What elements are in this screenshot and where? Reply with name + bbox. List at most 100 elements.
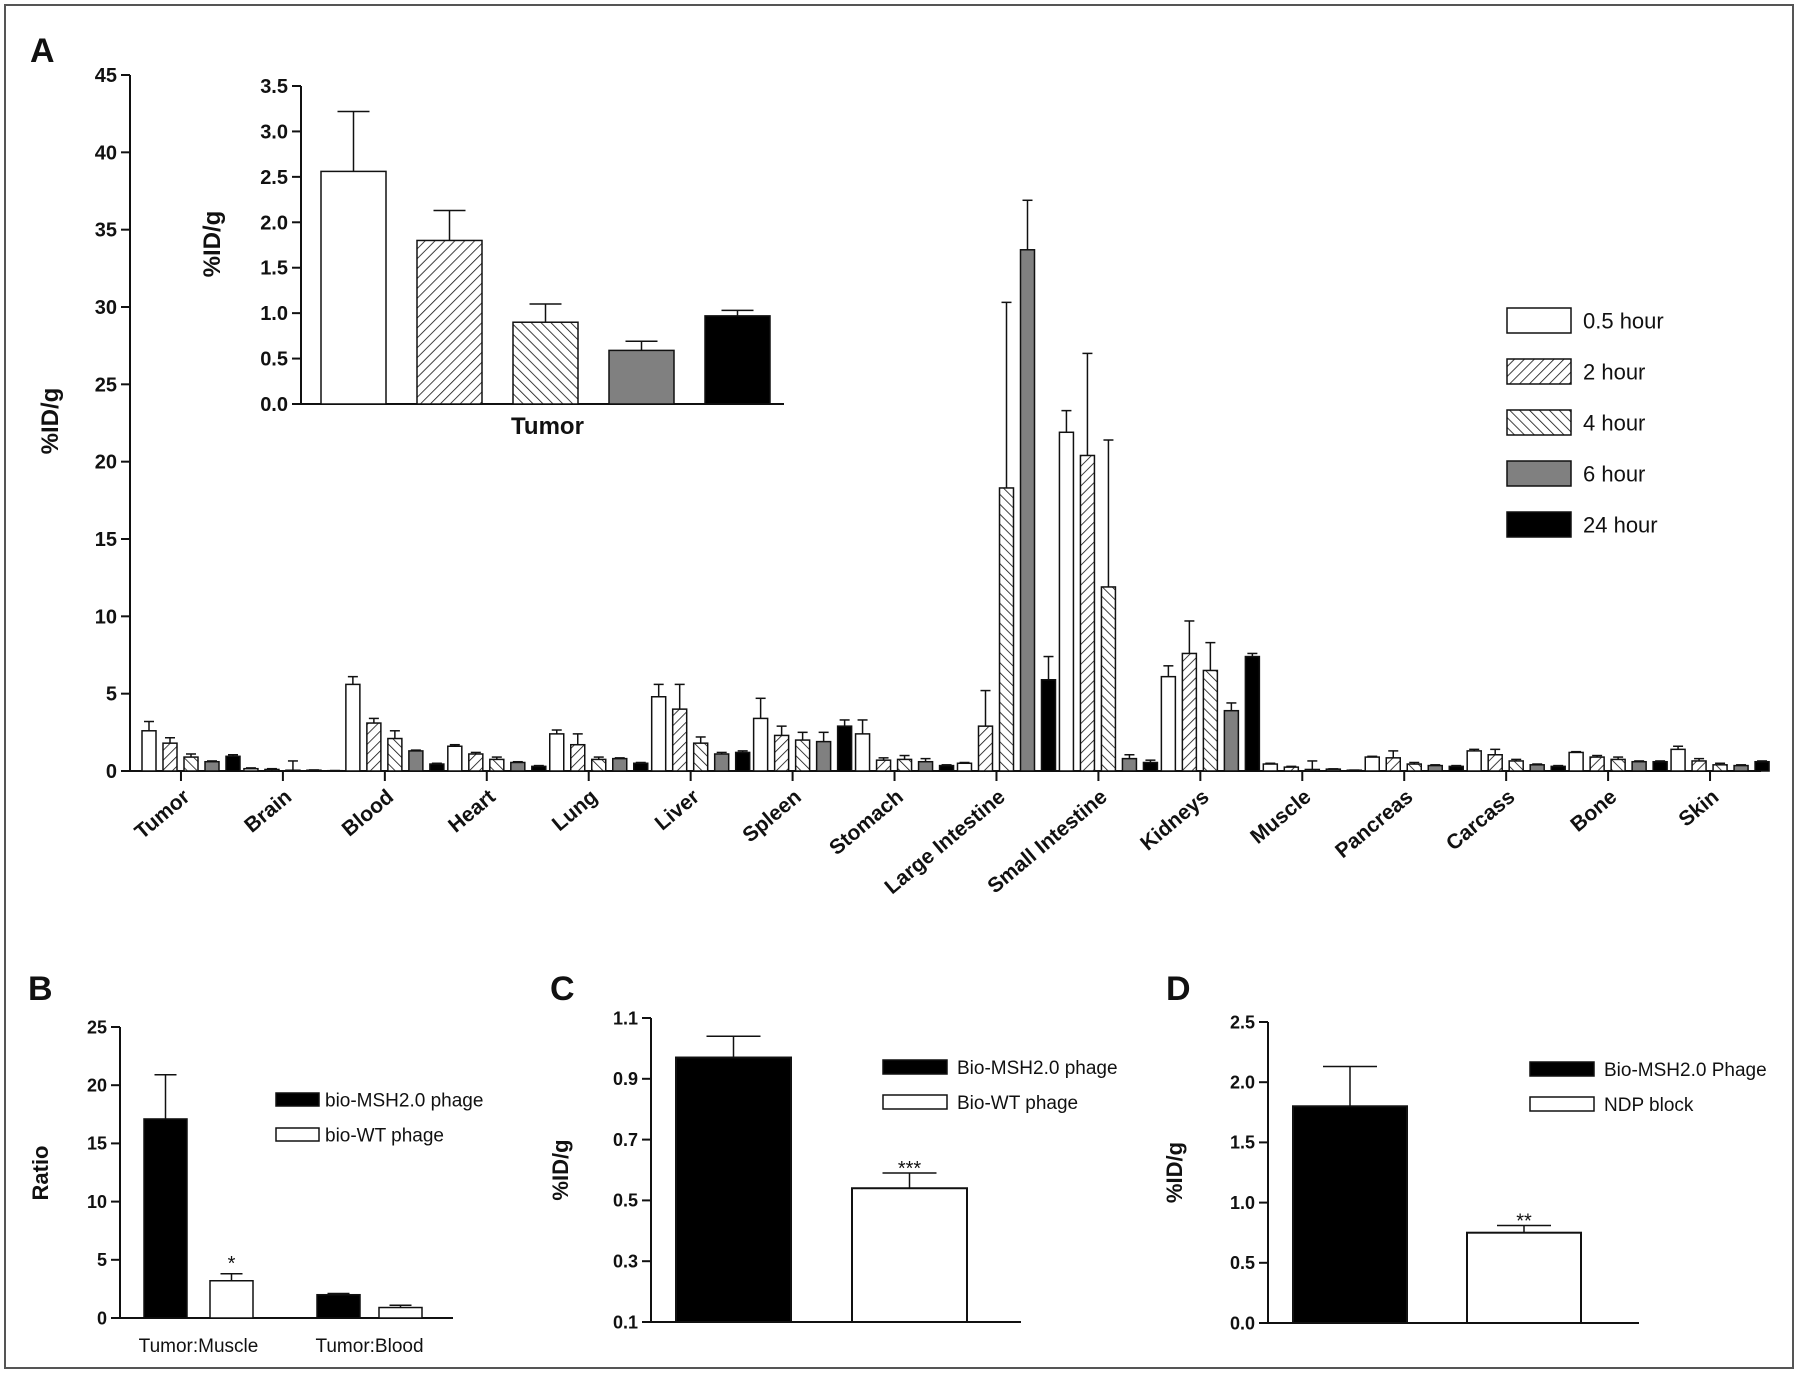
panel-b-bar xyxy=(143,1118,188,1319)
panel-a-bar xyxy=(692,742,709,772)
panel-label-a: A xyxy=(30,32,55,70)
inset-bar xyxy=(416,239,483,405)
panel-d-y-tick-label: 1.5 xyxy=(1230,1133,1255,1153)
panel-a-y-axis-label: %ID/g xyxy=(37,388,64,455)
panel-b-significance-mark: * xyxy=(228,1253,236,1275)
inset-y-tick-label: 2.0 xyxy=(260,212,288,234)
panel-b-bar xyxy=(316,1293,361,1319)
panel-d-significance-mark: ** xyxy=(1516,1210,1532,1232)
panel-d-y-tick-label: 0.5 xyxy=(1230,1253,1255,1273)
panel-a-bar xyxy=(1283,766,1300,772)
panel-b-y-axis-label: Ratio xyxy=(28,1146,53,1201)
panel-a-bar xyxy=(956,762,973,772)
panel-a-bar xyxy=(285,769,301,772)
panel-a-bar xyxy=(429,763,445,772)
panel-a-bar xyxy=(1079,454,1096,772)
panel-a-y-tick-label: 10 xyxy=(95,606,117,628)
panel-c-legend-item-swatch xyxy=(882,1059,948,1075)
panel-a-bar xyxy=(1385,757,1401,772)
panel-a-bar xyxy=(1508,760,1524,772)
panel-a-bar xyxy=(836,725,853,772)
panel-a-bar xyxy=(1100,586,1117,772)
panel-a-bar xyxy=(1304,768,1321,772)
panel-c-y-tick-label: 1.1 xyxy=(613,1008,638,1028)
panel-a-bar xyxy=(1754,760,1770,772)
panel-a-bar xyxy=(1364,756,1380,772)
panel-a-bar xyxy=(815,740,832,772)
panel-a-legend-item-swatch xyxy=(1506,358,1572,385)
panel-a-bar xyxy=(1610,758,1626,772)
panel-a-bar xyxy=(1733,764,1749,772)
panel-a-y-tick-label: 0 xyxy=(106,761,117,783)
panel-a-legend-item-swatch xyxy=(1506,511,1572,538)
inset-bar xyxy=(320,170,387,405)
panel-a-bar xyxy=(1487,754,1503,772)
panel-c-y-tick-label: 0.3 xyxy=(613,1252,638,1272)
panel-a-bar xyxy=(1121,757,1138,772)
panel-label-b: B xyxy=(28,970,53,1008)
panel-a-bar xyxy=(1550,765,1566,772)
panel-a-bar xyxy=(794,739,811,772)
panel-a-bar xyxy=(1691,760,1707,772)
panel-c-significance-mark: *** xyxy=(898,1158,922,1180)
panel-a-legend-item-label: 2 hour xyxy=(1583,359,1645,384)
panel-a-bar xyxy=(468,753,484,772)
panel-a-x-tick-label: Bone xyxy=(1566,785,1621,836)
inset-x-axis-label: Tumor xyxy=(511,413,584,440)
panel-b-y-tick-label: 25 xyxy=(87,1017,107,1037)
panel-b-x-tick-label: Tumor:Blood xyxy=(315,1336,423,1357)
inset-y-tick-label: 1.5 xyxy=(260,258,288,280)
panel-a-y-tick-label: 25 xyxy=(95,374,117,396)
panel-a-bar xyxy=(1529,764,1545,772)
inset-bar xyxy=(512,321,579,405)
panel-c-legend-item-label: Bio-WT phage xyxy=(957,1093,1078,1114)
panel-a-bar xyxy=(938,764,955,772)
panel-d-legend-item-label: NDP block xyxy=(1604,1095,1694,1116)
panel-d-y-axis-label: %ID/g xyxy=(1162,1142,1187,1203)
panel-b-legend-item-label: bio-WT phage xyxy=(325,1125,444,1146)
panel-a-bar xyxy=(752,717,769,772)
panel-b-legend-item-swatch xyxy=(275,1127,320,1142)
panel-c-y-tick-label: 0.5 xyxy=(613,1191,638,1211)
panel-c-legend-item-label: Bio-MSH2.0 phage xyxy=(957,1058,1118,1079)
panel-a-bar xyxy=(1019,249,1036,772)
panel-a-y-tick-label: 35 xyxy=(95,220,117,242)
inset-bar xyxy=(608,349,675,405)
panel-d-legend-item-swatch xyxy=(1529,1096,1595,1112)
inset-y-tick-label: 0.0 xyxy=(260,394,288,416)
inset-bar xyxy=(704,315,771,405)
panel-c-y-axis-label: %ID/g xyxy=(548,1139,573,1200)
panel-a-y-tick-label: 20 xyxy=(95,452,117,474)
panel-a-legend-item-swatch xyxy=(1506,409,1572,436)
panel-a-bar xyxy=(243,767,259,772)
panel-b-y-tick-label: 10 xyxy=(87,1192,107,1212)
panel-a-bar xyxy=(591,758,607,772)
panel-a-bar xyxy=(1589,756,1605,772)
panel-a-bar xyxy=(162,742,178,772)
panel-a-bar xyxy=(1427,764,1443,772)
panel-a-bar xyxy=(1652,760,1668,772)
panel-a-y-tick-label: 30 xyxy=(95,297,117,319)
panel-a-bar xyxy=(1223,709,1240,772)
panel-a-bar xyxy=(1040,678,1057,772)
panel-a-x-tick-label: Blood xyxy=(338,785,398,841)
panel-a-bar xyxy=(875,759,892,772)
panel-a-bar xyxy=(896,758,913,772)
panel-a-bar xyxy=(1466,750,1482,772)
panel-a-bar xyxy=(1448,765,1464,772)
panel-a-legend-item-label: 4 hour xyxy=(1583,410,1645,435)
panel-d-bar xyxy=(1466,1231,1582,1324)
panel-a-bar xyxy=(773,734,790,772)
panel-c-legend-item-swatch xyxy=(882,1094,948,1110)
panel-a-bar xyxy=(447,745,463,772)
panel-a-bar xyxy=(510,761,526,772)
panel-a-bar xyxy=(1244,655,1261,772)
panel-label-d: D xyxy=(1166,970,1191,1008)
panel-b-y-tick-label: 15 xyxy=(87,1134,107,1154)
panel-a-bar xyxy=(633,762,649,772)
panel-a-bar xyxy=(1712,764,1728,772)
panel-label-c: C xyxy=(550,970,575,1008)
panel-a-x-tick-label: Carcass xyxy=(1442,785,1519,855)
inset-y-tick-label: 1.0 xyxy=(260,303,288,325)
panel-a-x-tick-label: Tumor xyxy=(131,785,195,844)
